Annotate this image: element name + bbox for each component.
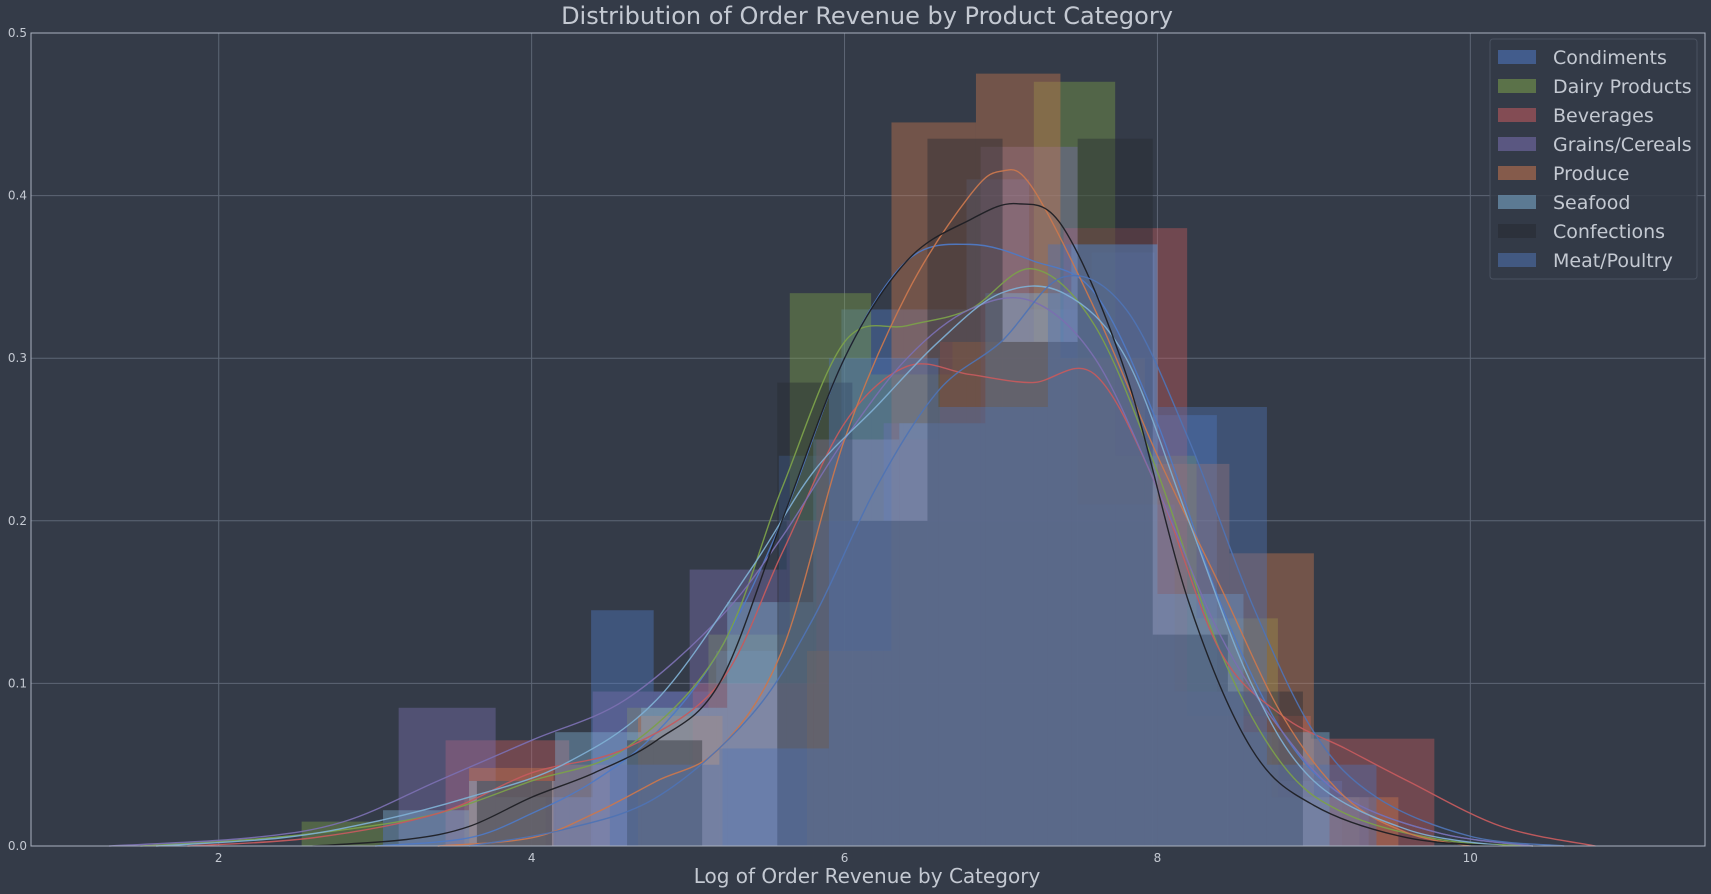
axis-ticks: 2 4 6 8 10 0.0 0.1 0.2 0.3 0.4 0.5 (8, 26, 1478, 865)
histogram-bar-produce (891, 122, 976, 847)
histogram-bar-dairy-products (952, 341, 1034, 846)
legend-swatch-produce (1498, 166, 1536, 180)
y-tick-label: 0.1 (8, 676, 27, 690)
legend: Condiments Dairy Products Beverages Grains/… (1489, 38, 1698, 280)
histogram-bar-beverages (1063, 228, 1188, 846)
legend-label-condiments: Condiments (1553, 47, 1667, 69)
histogram-bar-meat-poultry (719, 748, 829, 846)
histogram-bar-meat-poultry (938, 406, 1048, 846)
histogram-bar-condiments (1029, 309, 1092, 846)
histogram-bar-grains-cereals (1174, 691, 1272, 846)
histogram-bar-confections (1152, 634, 1228, 846)
histogram-bar-condiments (1154, 415, 1217, 846)
legend-box (1489, 38, 1698, 280)
histogram-bar-seafood (555, 732, 642, 846)
histogram-bar-dairy-products (789, 293, 872, 846)
histogram-bar-seafood (899, 423, 986, 846)
y-tick-label: 0.3 (8, 351, 27, 365)
legend-swatch-seafood (1498, 195, 1536, 209)
histogram-bar-condiments (716, 650, 779, 846)
histogram-bar-condiments (903, 309, 967, 846)
legend-swatch-confections (1498, 224, 1536, 238)
histogram-bar-beverages (445, 740, 570, 846)
legend-label-produce: Produce (1553, 163, 1629, 185)
histogram-bar-meat-poultry (609, 764, 720, 846)
histogram-bar-confections (1077, 138, 1153, 846)
plot-frame (30, 32, 1706, 847)
histogram-bar-dairy-products (1277, 797, 1360, 846)
kde-curve-confections (312, 202, 1502, 847)
histogram-bar-produce (1144, 463, 1230, 846)
legend-swatch-grains-cereals (1498, 137, 1536, 151)
histogram-bar-grains-cereals (883, 423, 981, 846)
histogram-bar-condiments (778, 455, 842, 846)
histogram-bar-produce (975, 73, 1061, 846)
y-tick-label: 0.5 (8, 26, 27, 40)
x-tick-label: 6 (841, 851, 849, 865)
histogram-bar-condiments (966, 179, 1030, 847)
histogram-bar-dairy-products (1115, 455, 1197, 846)
histogram-bar-produce (1060, 358, 1145, 846)
x-axis-label: Log of Order Revenue by Category (694, 864, 1041, 888)
legend-label-confections: Confections (1553, 221, 1665, 243)
histogram-bar-grains-cereals (1077, 504, 1175, 846)
histogram-bar-meat-poultry (828, 358, 939, 846)
histogram-bar-condiments (591, 610, 654, 846)
histogram-bar-beverages (569, 764, 693, 846)
kde-curve-beverages (187, 363, 1596, 847)
histogram-bar-dairy-products (708, 634, 790, 846)
histogram-bars (301, 73, 1435, 847)
histogram-bar-beverages (1187, 715, 1311, 846)
kde-curve-seafood (156, 285, 1502, 847)
histogram-bar-meat-poultry (1157, 406, 1267, 846)
legend-label-dairy-products: Dairy Products (1553, 76, 1692, 98)
histogram-bar-beverages (939, 341, 1064, 846)
histogram-bar-confections (627, 740, 703, 846)
legend-label-meat-poultry: Meat/Poultry (1553, 250, 1673, 272)
y-tick-label: 0.0 (8, 839, 27, 853)
legend-swatch-condiments (1498, 50, 1536, 64)
x-tick-label: 4 (528, 851, 536, 865)
legend-label-grains-cereals: Grains/Cereals (1553, 134, 1692, 156)
histogram-bar-grains-cereals (592, 691, 690, 846)
histogram-bar-grains-cereals (1271, 797, 1369, 846)
histogram-bar-seafood (813, 439, 900, 846)
histogram-bar-seafood (641, 707, 728, 846)
histogram-bar-condiments (1279, 780, 1343, 846)
histogram-bar-confections (852, 520, 928, 846)
histogram-bar-seafood (985, 293, 1072, 846)
histogram-bar-beverages (816, 439, 940, 846)
kde-curve-meat-poultry (468, 274, 1565, 847)
kde-curve-produce (437, 168, 1471, 847)
legend-label-beverages: Beverages (1553, 105, 1654, 127)
histogram-bar-grains-cereals (980, 146, 1078, 846)
histogram-bar-dairy-products (871, 374, 953, 846)
legend-label-seafood: Seafood (1553, 192, 1630, 214)
legend-swatch-beverages (1498, 108, 1536, 122)
histogram-bar-confections (927, 138, 1003, 846)
y-tick-label: 0.4 (8, 189, 27, 203)
histogram-bar-dairy-products (1196, 618, 1278, 846)
legend-swatch-meat-poultry (1498, 253, 1536, 267)
histogram-bar-confections (1002, 341, 1078, 846)
kde-curve-grains-cereals (109, 296, 1534, 847)
x-tick-label: 8 (1154, 851, 1162, 865)
kde-curves (109, 168, 1596, 847)
histogram-bar-produce (806, 650, 892, 846)
legend-swatch-dairy-products (1498, 79, 1536, 93)
histogram-bar-meat-poultry (1047, 244, 1158, 846)
x-tick-label: 10 (1463, 851, 1478, 865)
chart-title: Distribution of Order Revenue by Product… (561, 2, 1173, 30)
x-tick-label: 2 (215, 851, 223, 865)
y-tick-label: 0.2 (8, 514, 27, 528)
